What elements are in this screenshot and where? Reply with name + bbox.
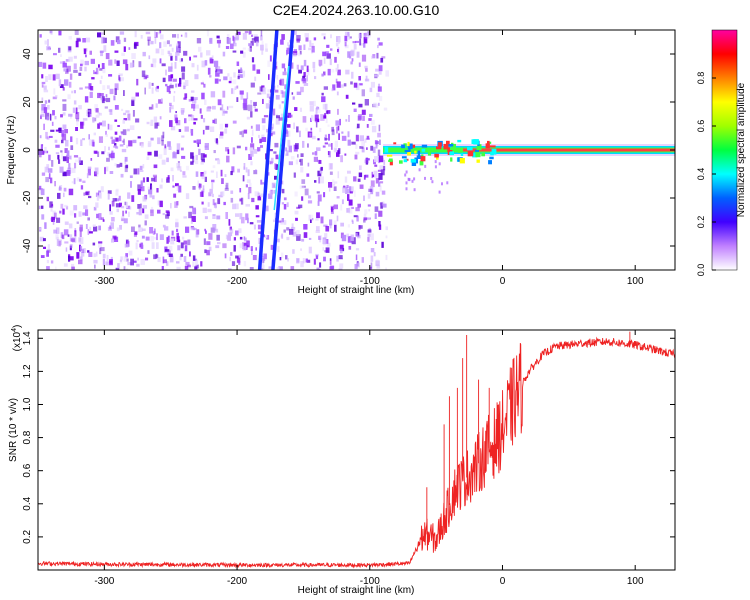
colorbar-tick-label: 0.4 [696, 168, 706, 181]
snr-line [38, 331, 675, 569]
snr-y-label: SNR (10 * v/v) [8, 398, 19, 462]
spectrogram-x-tick-label: 0 [500, 276, 506, 287]
spectrogram-y-tick-label: 20 [22, 96, 33, 108]
colorbar: 0.0 0.2 0.4 0.6 0.8 Normalized spectral ampl… [696, 29, 747, 277]
snr-x-tick-label: -100 [360, 576, 380, 587]
snr-y-tick-label: 0.6 [22, 463, 33, 477]
figure-title: C2E4.2024.263.10.00.G10 [273, 2, 440, 18]
snr-y-tick-label: 1.0 [22, 397, 33, 411]
colorbar-tick-label: 0.0 [696, 264, 706, 277]
spectrogram-x-label: Height of straight line (km) [298, 285, 415, 296]
spectrogram-x-axis: -300 -200 -100 0 100 [94, 30, 644, 287]
snr-x-tick-label: 0 [500, 576, 506, 587]
spectrogram-x-tick-label: -200 [227, 276, 247, 287]
snr-plot-area [38, 331, 675, 569]
spectrogram-y-tick-label: 0 [22, 147, 33, 153]
snr-panel: -300 -200 -100 0 100 0.2 0.4 0.6 0.8 1.0 1.2 1.4 H… [8, 325, 676, 596]
snr-x-label: Height of straight line (km) [298, 585, 415, 596]
spectrogram-y-label: Frequency (Hz) [6, 116, 17, 185]
snr-y-axis: 0.2 0.4 0.6 0.8 1.0 1.2 1.4 [22, 331, 675, 544]
snr-y-tick-label: 0.8 [22, 430, 33, 444]
colorbar-tick-label: 0.2 [696, 216, 706, 229]
colorbar-tick-label: 0.8 [696, 72, 706, 85]
spectrogram-carrier-line [383, 139, 675, 194]
colorbar-gradient [711, 29, 738, 271]
spectrogram-streak-1 [257, 30, 279, 270]
spectrogram-x-tick-label: 100 [627, 276, 644, 287]
snr-frame [37, 329, 676, 571]
colorbar-ticks: 0.0 0.2 0.4 0.6 0.8 [696, 72, 716, 277]
spectrogram-y-tick-label: -40 [22, 238, 33, 253]
spectrogram-y-tick-label: 40 [22, 48, 33, 60]
svg-text:(x104): (x104) [11, 325, 23, 352]
snr-multiplier-exp: 4 [11, 328, 18, 332]
snr-x-axis: -300 -200 -100 0 100 [94, 330, 644, 587]
snr-x-tick-label: 100 [627, 576, 644, 587]
spectrogram-y-axis: -40 -20 0 20 40 [22, 48, 675, 253]
snr-y-tick-label: 1.4 [22, 331, 33, 345]
spectrogram-image [38, 30, 675, 270]
colorbar-label: Normalized spectral amplitude [736, 82, 747, 217]
snr-multiplier: (x104) [11, 325, 23, 352]
snr-y-tick-label: 1.2 [22, 364, 33, 378]
snr-x-tick-label: -300 [94, 576, 114, 587]
snr-multiplier-base: (x10 [12, 331, 23, 351]
snr-y-tick-label: 0.2 [22, 530, 33, 544]
snr-y-tick-label: 0.4 [22, 496, 33, 510]
colorbar-tick-label: 0.6 [696, 120, 706, 133]
spectrogram-x-tick-label: -100 [360, 276, 380, 287]
spectrogram-y-tick-label: -20 [22, 190, 33, 205]
spectrogram-noise [38, 30, 389, 270]
spectrogram-x-tick-label: -300 [94, 276, 114, 287]
spectrogram-streak-2 [271, 30, 295, 270]
snr-x-tick-label: -200 [227, 576, 247, 587]
